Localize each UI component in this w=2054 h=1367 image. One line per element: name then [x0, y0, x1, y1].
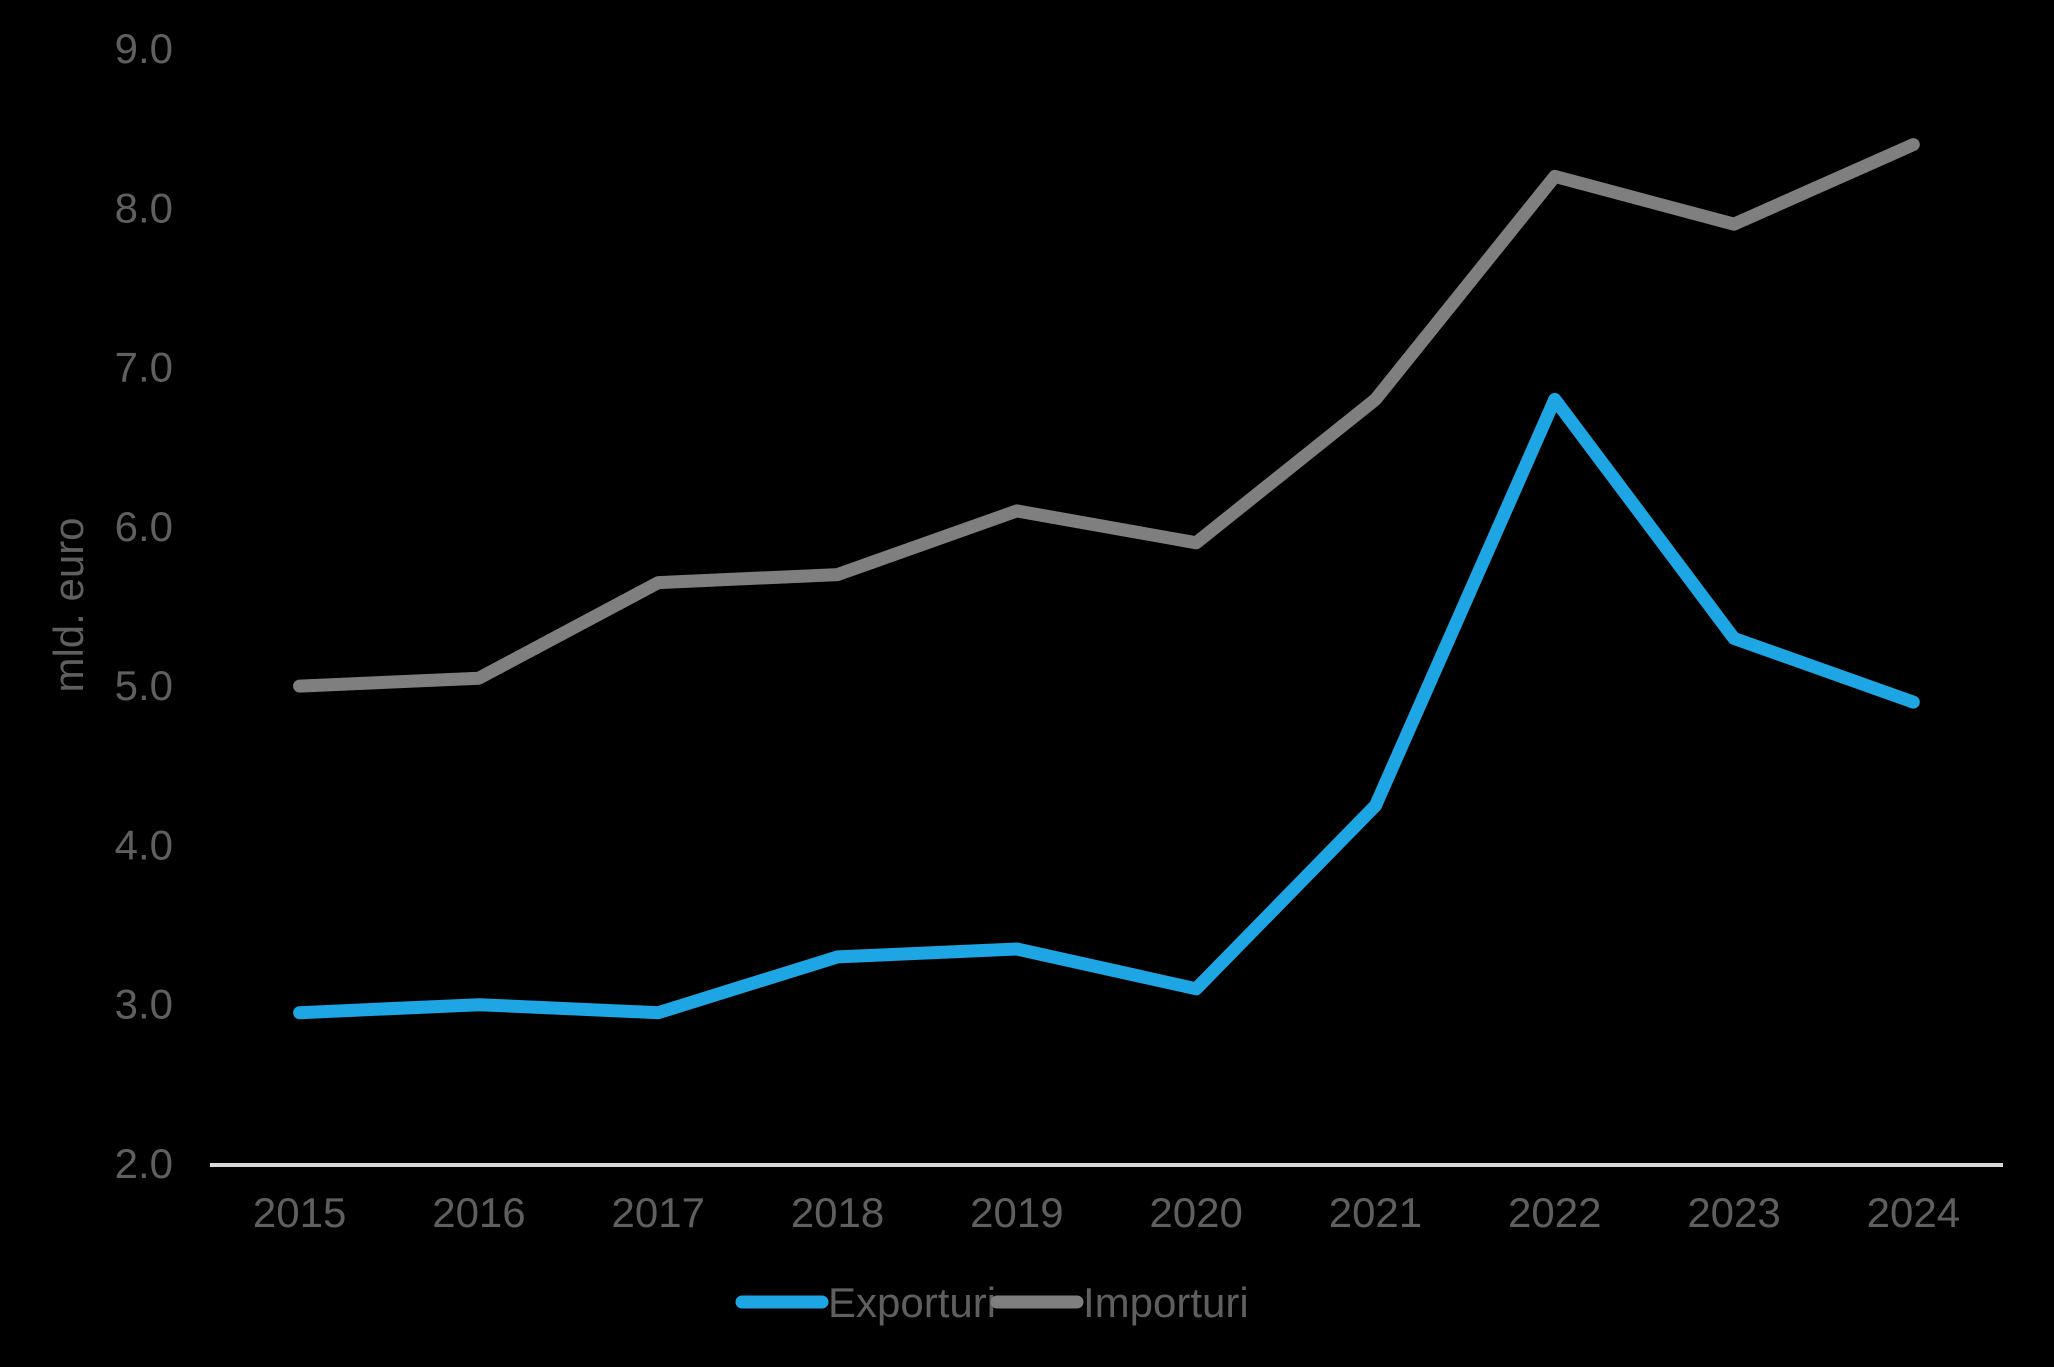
x-tick-label: 2020 [1149, 1189, 1242, 1236]
legend-item-importuri: Importuri [990, 1279, 1249, 1326]
y-tick-label: 5.0 [115, 662, 173, 709]
y-tick-label: 3.0 [115, 981, 173, 1028]
y-tick-label: 4.0 [115, 821, 173, 868]
x-tick-label: 2019 [970, 1189, 1063, 1236]
series-line-exporturi [293, 392, 1920, 1020]
x-tick-label: 2016 [432, 1189, 525, 1236]
x-tick-label: 2021 [1329, 1189, 1422, 1236]
legend: Exporturi Importuri [735, 1279, 1249, 1326]
x-axis-tick-labels: 2015 2016 2017 2018 2019 2020 2021 2022 2023 2024 [253, 1189, 1960, 1236]
x-tick-label: 2024 [1867, 1189, 1960, 1236]
y-tick-label: 7.0 [115, 344, 173, 391]
y-axis-tick-labels: 2.0 3.0 4.0 5.0 6.0 7.0 8.0 9.0 [115, 25, 173, 1187]
legend-item-exporturi: Exporturi [735, 1279, 996, 1326]
series-line-importuri [293, 138, 1920, 693]
y-tick-label: 9.0 [115, 25, 173, 72]
y-tick-label: 6.0 [115, 503, 173, 550]
x-tick-label: 2022 [1508, 1189, 1601, 1236]
x-tick-label: 2017 [612, 1189, 705, 1236]
legend-label-exporturi: Exporturi [828, 1279, 996, 1326]
x-tick-label: 2018 [791, 1189, 884, 1236]
x-tick-label: 2015 [253, 1189, 346, 1236]
x-tick-label: 2023 [1687, 1189, 1780, 1236]
data-series-lines [293, 138, 1920, 1020]
y-tick-label: 2.0 [115, 1140, 173, 1187]
y-axis-title: mld. euro [45, 517, 92, 692]
y-tick-label: 8.0 [115, 184, 173, 231]
legend-label-importuri: Importuri [1083, 1279, 1249, 1326]
